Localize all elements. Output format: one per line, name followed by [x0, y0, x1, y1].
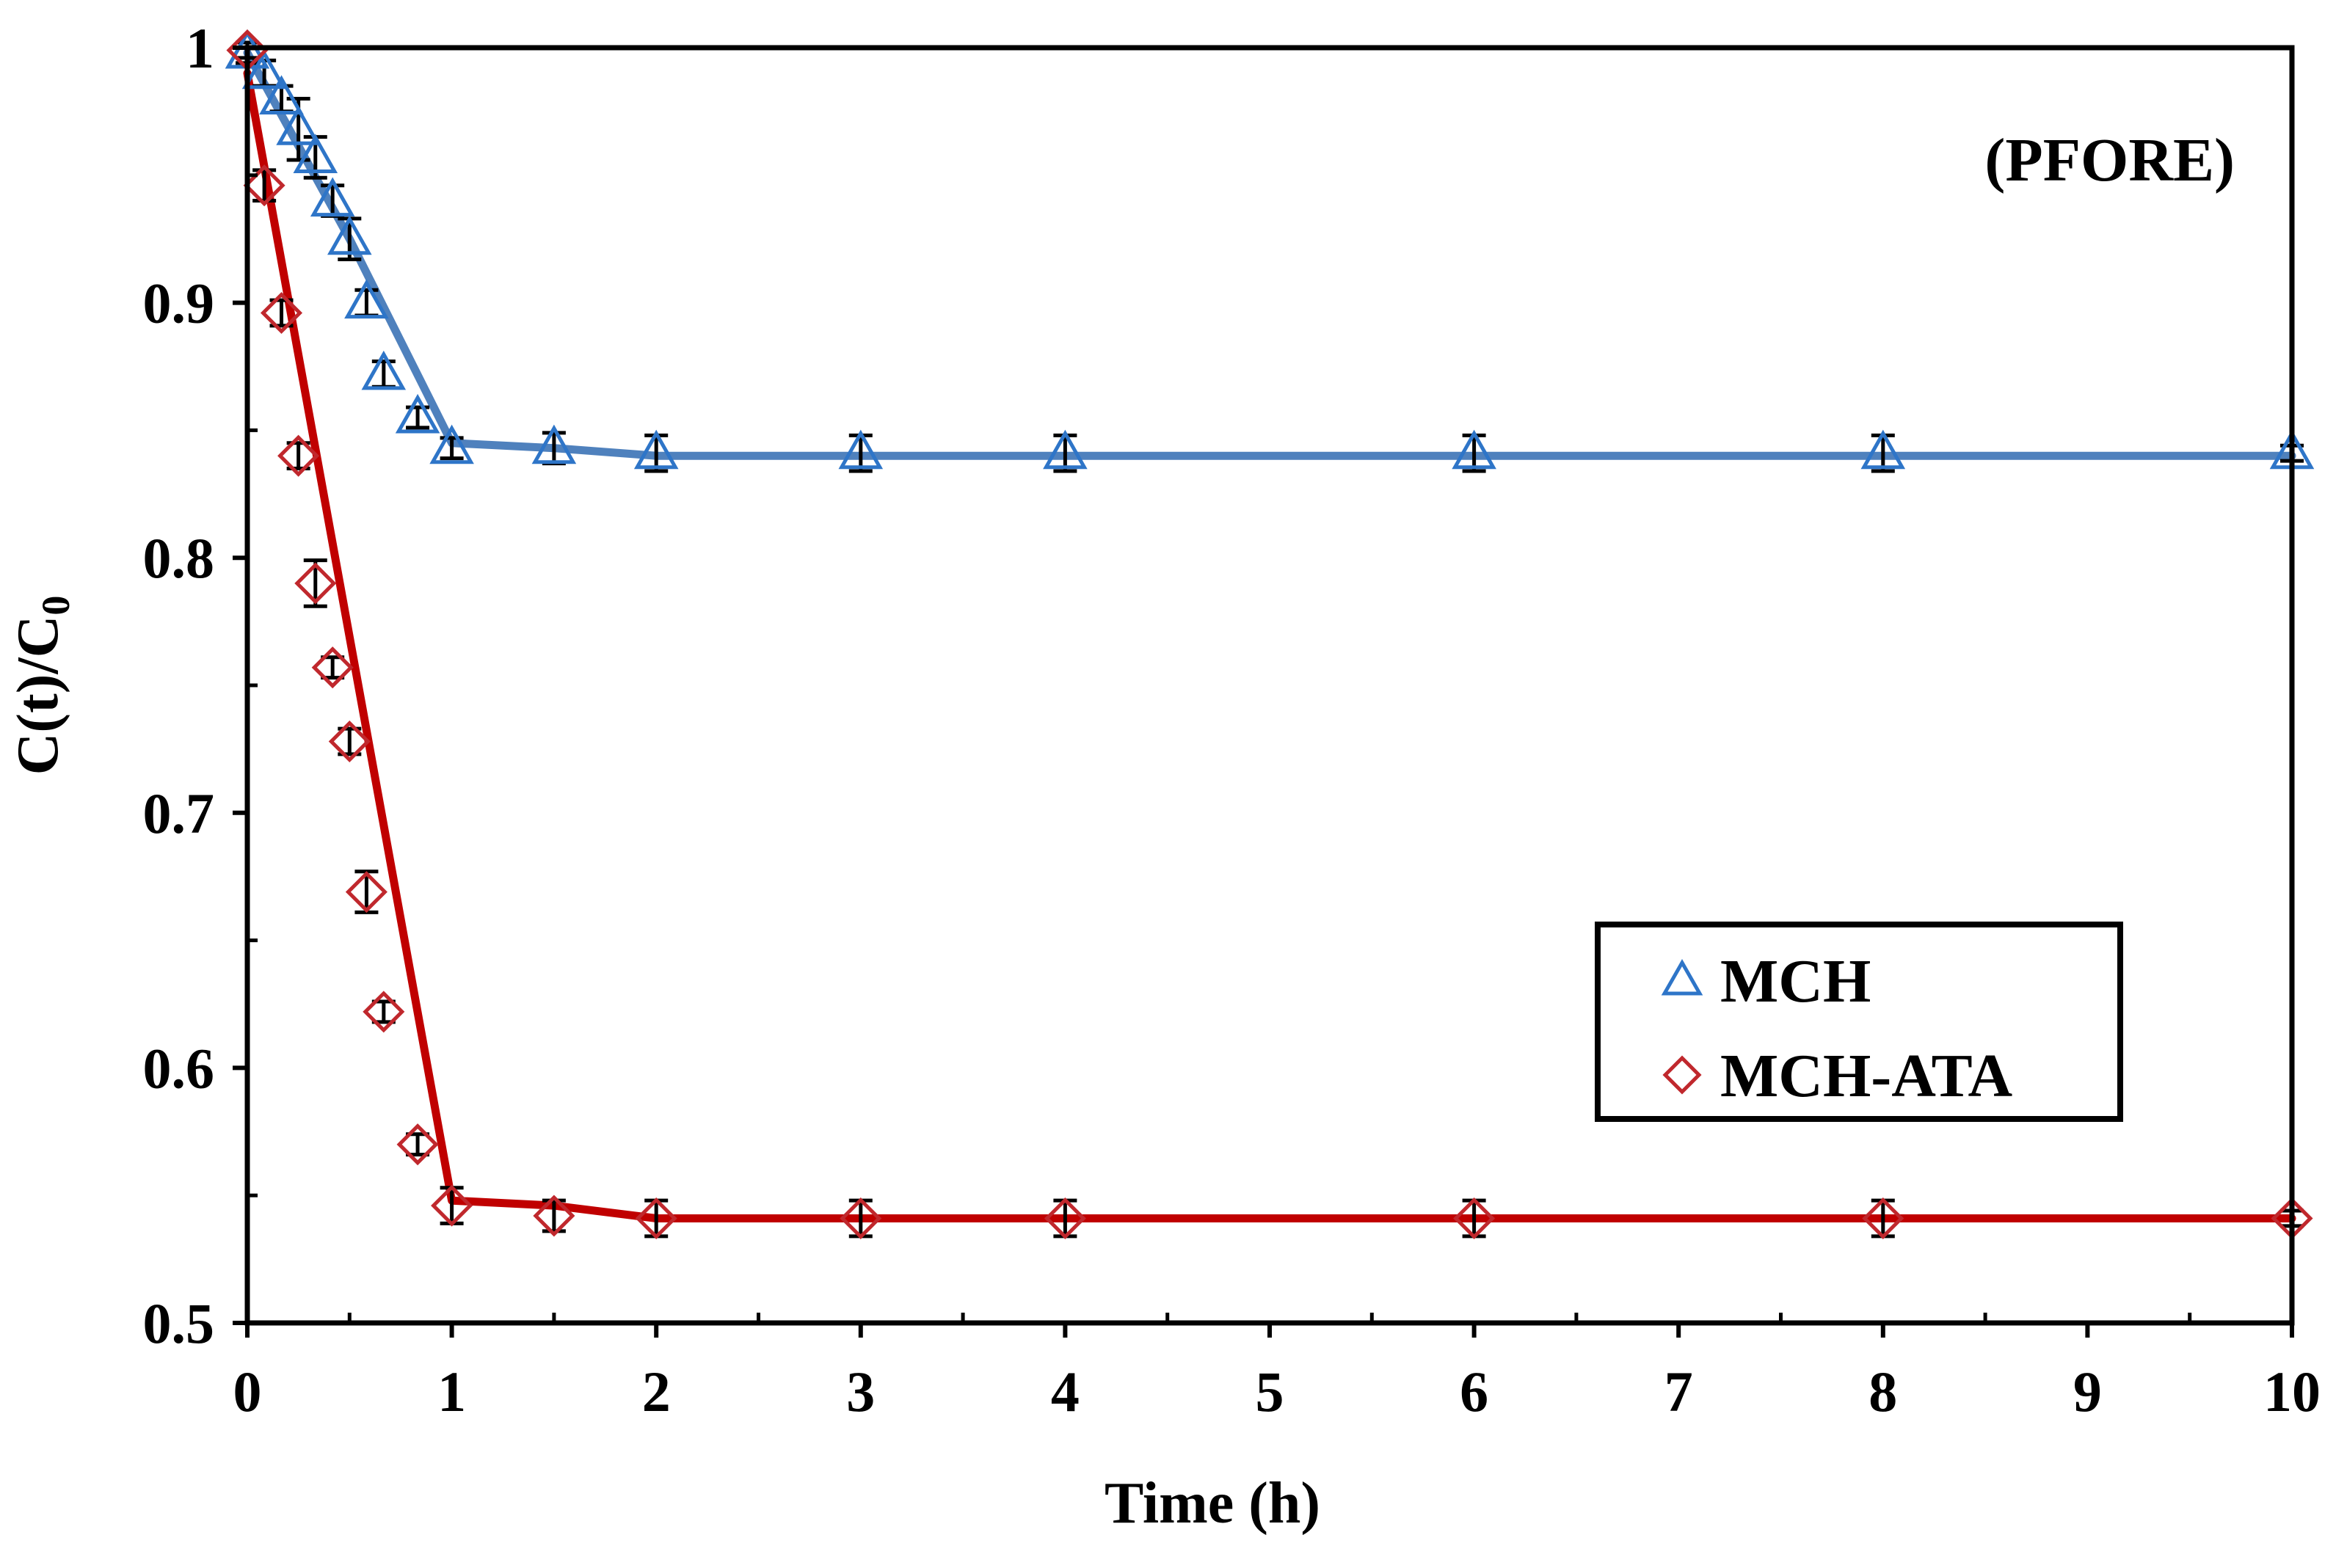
data-point-mch-ata: [840, 1197, 882, 1240]
y-axis-title-subscript: 0: [34, 596, 78, 616]
legend-label-mch-ata: MCH-ATA: [1720, 1042, 2012, 1110]
y-tick-label: 0.6: [143, 1036, 215, 1100]
y-axis-title: C(t)/C0: [6, 596, 78, 776]
data-point-mch: [276, 106, 321, 145]
error-bar-mch: [406, 405, 430, 430]
y-tick-label: 0.9: [143, 271, 215, 335]
y-tick-label: 0.7: [143, 781, 215, 845]
data-point-mch: [838, 429, 884, 470]
x-tick-label: 6: [1460, 1360, 1488, 1423]
data-point-mch-ata: [1862, 1197, 1904, 1240]
data-point-mch-ata: [1044, 1197, 1086, 1240]
data-point-mch: [1860, 429, 1906, 470]
data-point-mch-ata: [363, 991, 405, 1033]
data-point-mch: [344, 279, 389, 319]
data-point-mch: [327, 215, 372, 255]
x-tick-label: 5: [1256, 1360, 1284, 1423]
y-tick-label: 0.8: [143, 526, 215, 590]
x-tick-label: 9: [2073, 1360, 2102, 1423]
y-axis-title-main: C(t)/C: [6, 616, 70, 776]
data-point-mch-ata: [431, 1184, 473, 1227]
data-point-mch: [531, 424, 577, 464]
plot-annotation: (PFORE): [1984, 126, 2235, 194]
data-point-mch: [361, 350, 407, 390]
data-point-mch: [429, 424, 474, 464]
x-tick-label: 8: [1868, 1360, 1897, 1423]
x-tick-label: 0: [233, 1360, 262, 1423]
data-point-mch-ata: [260, 291, 303, 335]
data-markers: [225, 29, 2315, 1240]
data-point-mch: [395, 393, 440, 434]
error-bar-mch-ata: [542, 1198, 566, 1233]
x-axis-title: Time (h): [1105, 1471, 1320, 1536]
axis-ticks: [233, 45, 2294, 1338]
x-tick-label: 2: [642, 1360, 671, 1423]
data-point-mch-ata: [635, 1197, 677, 1240]
data-point-mch-ata: [294, 562, 337, 605]
data-point-mch: [259, 75, 304, 114]
data-point-mch: [1452, 429, 1496, 470]
data-point-mch-ata: [328, 720, 371, 763]
x-tick-label: 3: [846, 1360, 875, 1423]
legend-label-mch: MCH: [1720, 947, 1871, 1015]
data-point-mch-ata: [243, 164, 285, 207]
x-tick-label: 7: [1664, 1360, 1693, 1423]
fit-line-mch: [243, 48, 2296, 460]
data-point-mch-ata: [1453, 1197, 1496, 1240]
legend-marker-mch-ata: [1662, 1055, 1702, 1095]
error-bar-mch-ata: [303, 558, 327, 608]
legend-marker-mch: [1661, 958, 1703, 996]
error-bar-mch: [440, 436, 464, 461]
legend: MCH MCH-ATA: [1595, 922, 2123, 1122]
error-bar-mch-ata: [252, 168, 277, 203]
data-point-mch-ata: [396, 1123, 439, 1166]
data-point-mch: [1043, 429, 1088, 470]
data-point-mch: [310, 177, 355, 217]
data-point-mch: [633, 429, 679, 470]
y-tick-labels: 0.5 0.6 0.7 0.8 0.9 1: [143, 16, 215, 1355]
x-tick-label: 1: [437, 1360, 466, 1423]
x-tick-labels: 0 1 2 3 4 5 6 7 8 9 10: [233, 1360, 2321, 1423]
data-point-mch-ata: [311, 646, 354, 689]
data-point-mch-ata: [345, 871, 387, 914]
y-tick-label: 1: [186, 16, 214, 80]
data-point-mch-ata: [277, 434, 320, 477]
x-tick-label: 4: [1051, 1360, 1080, 1423]
x-tick-label: 10: [2263, 1360, 2321, 1423]
y-tick-label: 0.5: [143, 1291, 215, 1355]
data-point-mch: [293, 134, 338, 173]
data-point-mch: [241, 49, 287, 90]
data-point-mch-ata: [533, 1195, 575, 1237]
